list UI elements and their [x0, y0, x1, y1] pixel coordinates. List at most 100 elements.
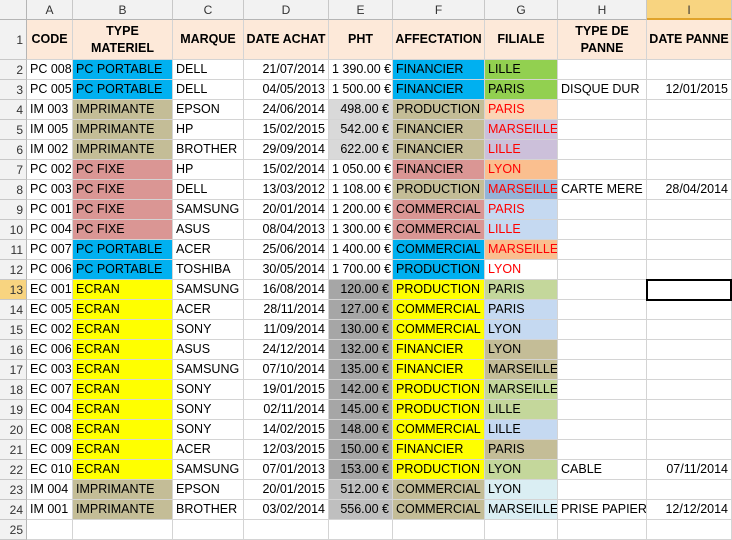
cell-e3[interactable]: 1 500.00 € — [329, 80, 393, 100]
cell-d10[interactable]: 08/04/2013 — [244, 220, 329, 240]
cell-g20[interactable]: LILLE — [485, 420, 558, 440]
cell-i2[interactable] — [647, 60, 732, 80]
cell-b11[interactable]: PC PORTABLE — [73, 240, 173, 260]
header-cell-aff[interactable]: AFFECTATION — [393, 20, 485, 60]
cell-b19[interactable]: ECRAN — [73, 400, 173, 420]
cell-b17[interactable]: ECRAN — [73, 360, 173, 380]
cell-c11[interactable]: ACER — [173, 240, 244, 260]
cell-e7[interactable]: 1 050.00 € — [329, 160, 393, 180]
cell-h16[interactable] — [558, 340, 647, 360]
cell-a11[interactable]: PC 007 — [27, 240, 73, 260]
column-header-h[interactable]: H — [558, 0, 647, 20]
cell-a10[interactable]: PC 004 — [27, 220, 73, 240]
cell-f10[interactable]: COMMERCIAL — [393, 220, 485, 240]
cell-f21[interactable]: FINANCIER — [393, 440, 485, 460]
cell-d19[interactable]: 02/11/2014 — [244, 400, 329, 420]
cell-a7[interactable]: PC 002 — [27, 160, 73, 180]
cell-g5[interactable]: MARSEILLE — [485, 120, 558, 140]
cell-g21[interactable]: PARIS — [485, 440, 558, 460]
header-cell-pht[interactable]: PHT — [329, 20, 393, 60]
row-header-17[interactable]: 17 — [0, 360, 27, 380]
cell-f13[interactable]: PRODUCTION — [393, 280, 485, 300]
cell-e6[interactable]: 622.00 € — [329, 140, 393, 160]
cell-f15[interactable]: COMMERCIAL — [393, 320, 485, 340]
cell-i23[interactable] — [647, 480, 732, 500]
cell-c3[interactable]: DELL — [173, 80, 244, 100]
cell-a23[interactable]: IM 004 — [27, 480, 73, 500]
cell-b13[interactable]: ECRAN — [73, 280, 173, 300]
cell-c20[interactable]: SONY — [173, 420, 244, 440]
cell-e25[interactable] — [329, 520, 393, 540]
cell-d3[interactable]: 04/05/2013 — [244, 80, 329, 100]
cell-i7[interactable] — [647, 160, 732, 180]
cell-e8[interactable]: 1 108.00 € — [329, 180, 393, 200]
cell-c8[interactable]: DELL — [173, 180, 244, 200]
cell-d16[interactable]: 24/12/2014 — [244, 340, 329, 360]
cell-i14[interactable] — [647, 300, 732, 320]
cell-d11[interactable]: 25/06/2014 — [244, 240, 329, 260]
row-header-1[interactable]: 1 — [0, 20, 27, 60]
cell-c13[interactable]: SAMSUNG — [173, 280, 244, 300]
cell-c17[interactable]: SAMSUNG — [173, 360, 244, 380]
cell-b6[interactable]: IMPRIMANTE — [73, 140, 173, 160]
cell-h7[interactable] — [558, 160, 647, 180]
cell-d13[interactable]: 16/08/2014 — [244, 280, 329, 300]
cell-f11[interactable]: COMMERCIAL — [393, 240, 485, 260]
cell-b10[interactable]: PC FIXE — [73, 220, 173, 240]
cell-f14[interactable]: COMMERCIAL — [393, 300, 485, 320]
row-header-8[interactable]: 8 — [0, 180, 27, 200]
cell-f20[interactable]: COMMERCIAL — [393, 420, 485, 440]
cell-g16[interactable]: LYON — [485, 340, 558, 360]
cell-d4[interactable]: 24/06/2014 — [244, 100, 329, 120]
row-header-11[interactable]: 11 — [0, 240, 27, 260]
cell-h14[interactable] — [558, 300, 647, 320]
cell-f7[interactable]: FINANCIER — [393, 160, 485, 180]
cell-e11[interactable]: 1 400.00 € — [329, 240, 393, 260]
header-cell-marque[interactable]: MARQUE — [173, 20, 244, 60]
cell-i9[interactable] — [647, 200, 732, 220]
cell-g15[interactable]: LYON — [485, 320, 558, 340]
cell-e22[interactable]: 153.00 € — [329, 460, 393, 480]
cell-f18[interactable]: PRODUCTION — [393, 380, 485, 400]
cell-a5[interactable]: IM 005 — [27, 120, 73, 140]
column-header-f[interactable]: F — [393, 0, 485, 20]
cell-b24[interactable]: IMPRIMANTE — [73, 500, 173, 520]
cell-i16[interactable] — [647, 340, 732, 360]
row-header-13[interactable]: 13 — [0, 280, 27, 300]
cell-c6[interactable]: BROTHER — [173, 140, 244, 160]
row-header-5[interactable]: 5 — [0, 120, 27, 140]
row-header-3[interactable]: 3 — [0, 80, 27, 100]
cell-f8[interactable]: PRODUCTION — [393, 180, 485, 200]
cell-b5[interactable]: IMPRIMANTE — [73, 120, 173, 140]
cell-b18[interactable]: ECRAN — [73, 380, 173, 400]
cell-h21[interactable] — [558, 440, 647, 460]
row-header-10[interactable]: 10 — [0, 220, 27, 240]
cell-c2[interactable]: DELL — [173, 60, 244, 80]
cell-c10[interactable]: ASUS — [173, 220, 244, 240]
cell-f24[interactable]: COMMERCIAL — [393, 500, 485, 520]
cell-d15[interactable]: 11/09/2014 — [244, 320, 329, 340]
cell-i22[interactable]: 07/11/2014 — [647, 460, 732, 480]
cell-b22[interactable]: ECRAN — [73, 460, 173, 480]
cell-b3[interactable]: PC PORTABLE — [73, 80, 173, 100]
cell-b9[interactable]: PC FIXE — [73, 200, 173, 220]
row-header-4[interactable]: 4 — [0, 100, 27, 120]
cell-g10[interactable]: LILLE — [485, 220, 558, 240]
cell-h10[interactable] — [558, 220, 647, 240]
cell-g11[interactable]: MARSEILLE — [485, 240, 558, 260]
cell-a17[interactable]: EC 003 — [27, 360, 73, 380]
cell-e23[interactable]: 512.00 € — [329, 480, 393, 500]
cell-c9[interactable]: SAMSUNG — [173, 200, 244, 220]
row-header-9[interactable]: 9 — [0, 200, 27, 220]
cell-f5[interactable]: FINANCIER — [393, 120, 485, 140]
cell-g25[interactable] — [485, 520, 558, 540]
cell-d14[interactable]: 28/11/2014 — [244, 300, 329, 320]
cell-i15[interactable] — [647, 320, 732, 340]
cell-h23[interactable] — [558, 480, 647, 500]
cell-h15[interactable] — [558, 320, 647, 340]
cell-i8[interactable]: 28/04/2014 — [647, 180, 732, 200]
row-header-2[interactable]: 2 — [0, 60, 27, 80]
cell-i4[interactable] — [647, 100, 732, 120]
cell-d24[interactable]: 03/02/2014 — [244, 500, 329, 520]
column-header-i[interactable]: I — [647, 0, 732, 20]
